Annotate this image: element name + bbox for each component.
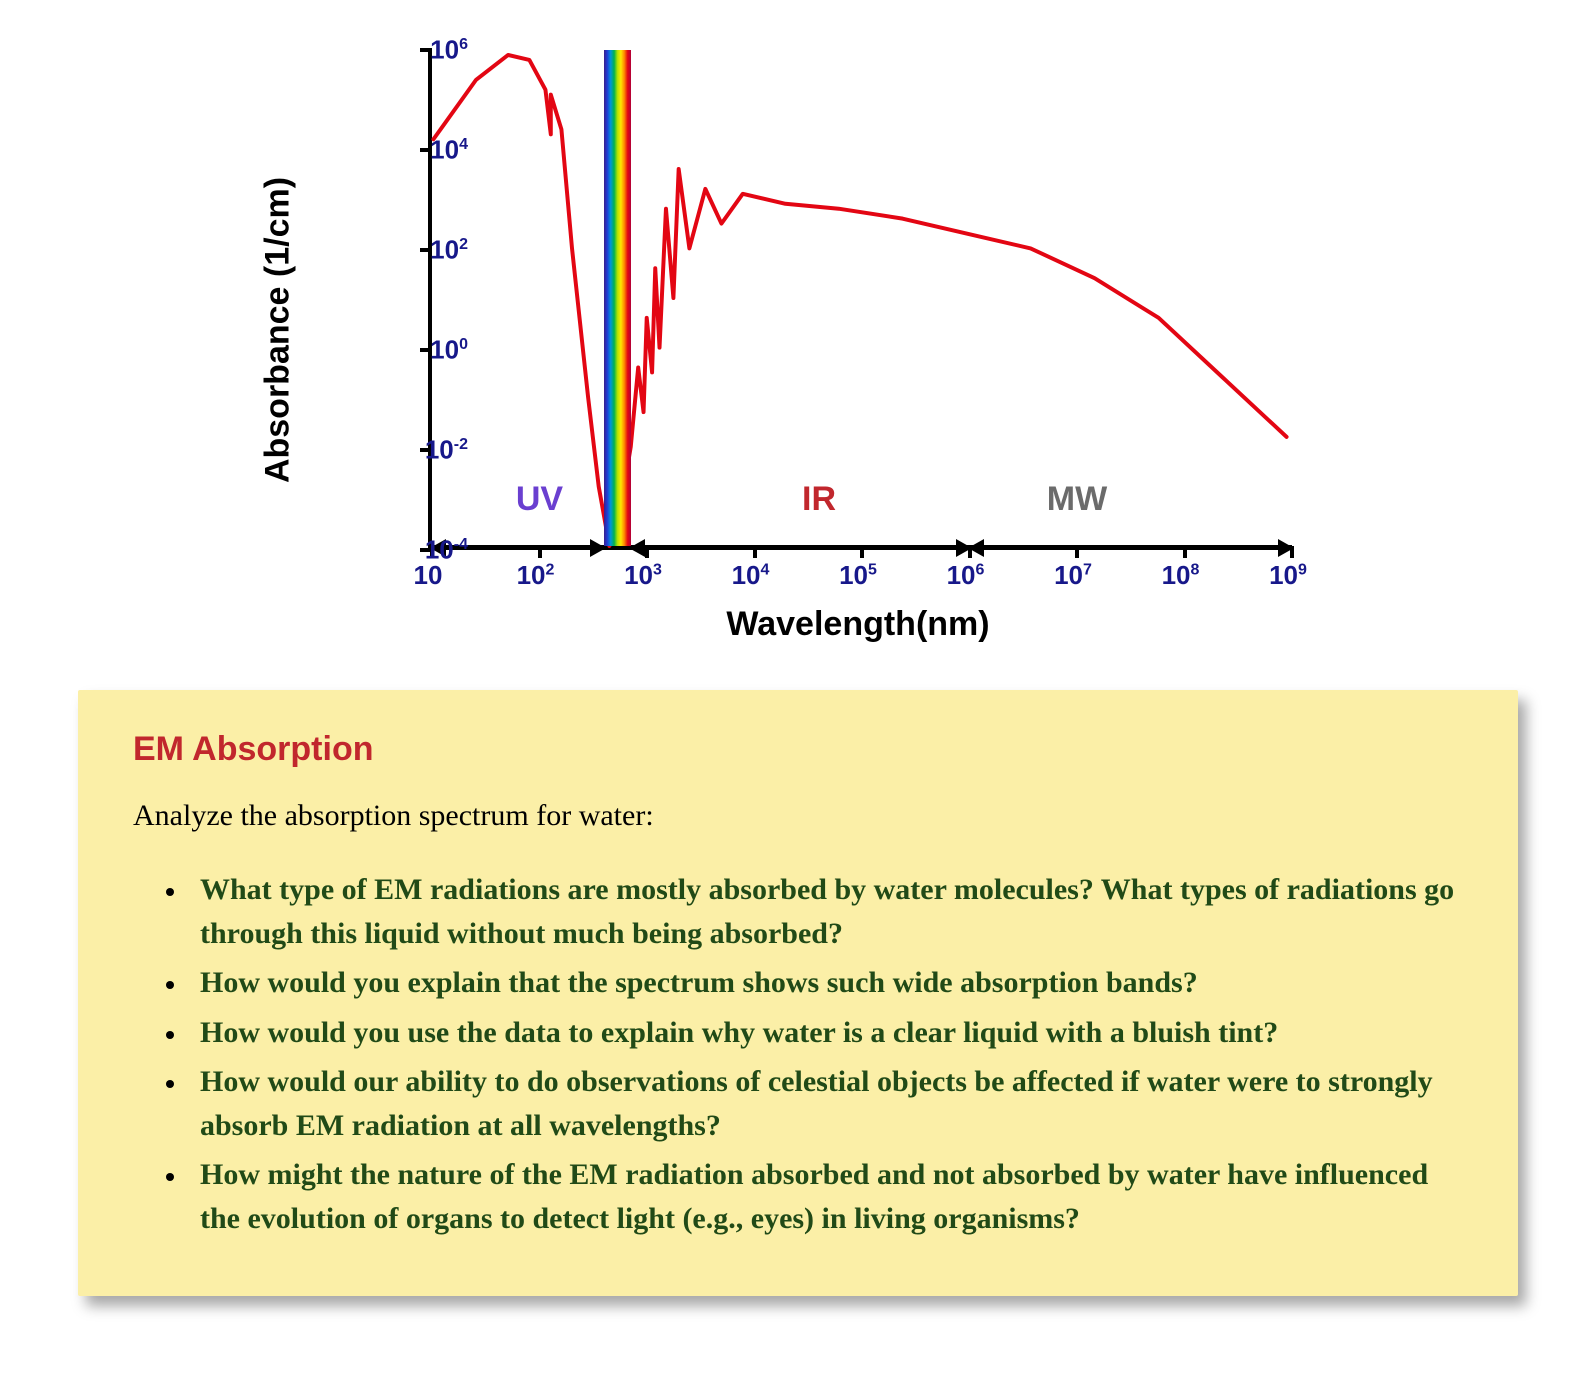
x-tick-label: 108 [1162,560,1200,591]
plot-area: UV IR MW [428,50,1288,550]
y-tick-label: 10-2 [378,435,468,466]
region-label-ir: IR [802,480,836,519]
x-tick-label: 109 [1269,560,1307,591]
x-tick-label: 10 [414,560,443,591]
x-tick-label: 103 [624,560,662,591]
x-tick-label: 102 [517,560,555,591]
absorption-chart: UVIRMW Absorbance (1/cm) Wavelength(nm) … [248,30,1348,650]
x-tick-label: 106 [947,560,985,591]
visible-spectrum-band [604,50,631,546]
x-tick-label: 104 [732,560,770,591]
chart-curve [432,50,1288,546]
question-item: How would you explain that the spectrum … [188,961,1463,1005]
y-tick-label: 102 [378,235,468,266]
x-axis-label: Wavelength(nm) [726,605,989,644]
region-label-mw: MW [1047,480,1107,519]
y-tick-label: 100 [378,335,468,366]
y-axis-label: Absorbance (1/cm) [259,177,298,483]
region-label-uv: UV [516,480,563,519]
region-range-mw [970,545,1293,548]
y-tick-label: 106 [378,35,468,66]
question-box-intro: Analyze the absorption spectrum for wate… [133,799,1463,833]
question-list: What type of EM radiations are mostly ab… [133,868,1463,1240]
question-box: EM Absorption Analyze the absorption spe… [78,690,1518,1296]
question-box-title: EM Absorption [133,730,1463,769]
question-item: How might the nature of the EM radiation… [188,1153,1463,1240]
page: UVIRMW Absorbance (1/cm) Wavelength(nm) … [0,0,1596,1400]
absorbance-curve [433,55,1286,546]
question-item: What type of EM radiations are mostly ab… [188,868,1463,955]
x-tick-label: 107 [1054,560,1092,591]
question-item: How would our ability to do observations… [188,1060,1463,1147]
y-tick-label: 104 [378,135,468,166]
x-tick-label: 105 [839,560,877,591]
region-range-ir [631,545,970,548]
question-item: How would you use the data to explain wh… [188,1011,1463,1055]
